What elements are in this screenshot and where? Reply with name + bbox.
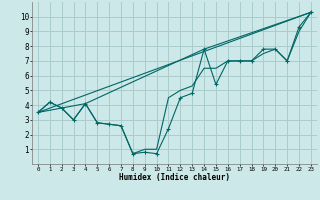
X-axis label: Humidex (Indice chaleur): Humidex (Indice chaleur) <box>119 173 230 182</box>
